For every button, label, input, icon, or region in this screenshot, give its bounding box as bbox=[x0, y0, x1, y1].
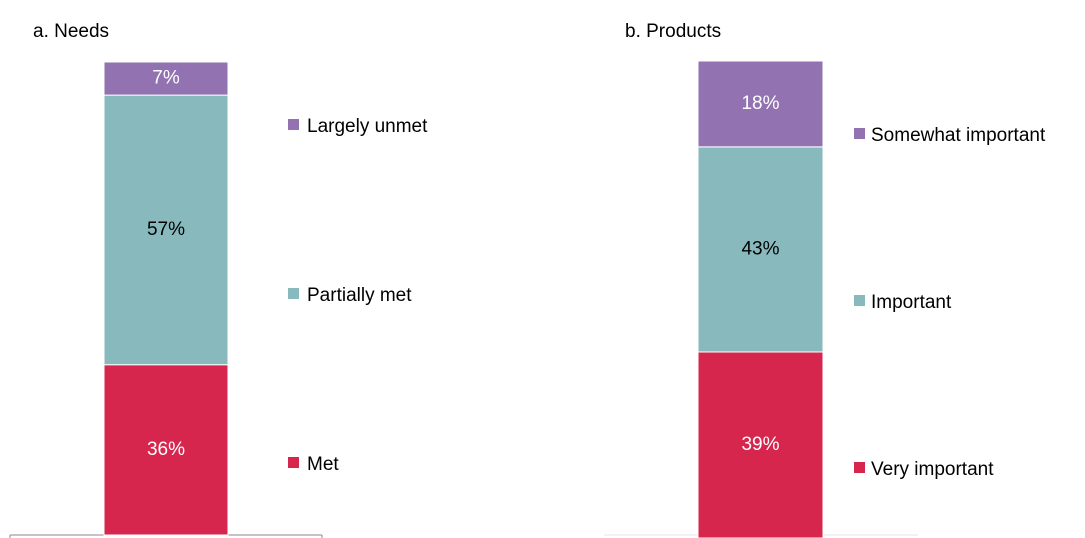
legend-swatch-important bbox=[854, 295, 865, 306]
legend-label-met: Met bbox=[307, 454, 339, 475]
bar-segment-met bbox=[103, 364, 229, 536]
data-label-largely-unmet: 7% bbox=[152, 68, 180, 89]
data-label-very-important: 39% bbox=[741, 434, 779, 455]
panel-products: b. Products 39% 43% 18% Somewhat importa… bbox=[604, 21, 1046, 538]
legend-swatch-largely-unmet bbox=[288, 119, 299, 130]
data-label-met: 36% bbox=[147, 439, 185, 460]
legend-swatch-somewhat-important bbox=[854, 128, 865, 139]
bar-segment-largely-unmet bbox=[103, 61, 229, 96]
legend-label-partially-met: Partially met bbox=[307, 285, 412, 306]
legend-swatch-partially-met bbox=[288, 288, 299, 299]
legend-label-largely-unmet: Largely unmet bbox=[307, 116, 428, 137]
legend-label-somewhat-important: Somewhat important bbox=[871, 125, 1046, 146]
data-label-important: 43% bbox=[741, 238, 779, 259]
chart-title-needs: a. Needs bbox=[33, 21, 109, 42]
bar-segment-very-important bbox=[697, 351, 824, 538]
legend-label-very-important: Very important bbox=[871, 459, 994, 480]
legend-swatch-met bbox=[288, 457, 299, 468]
legend-swatch-very-important bbox=[854, 462, 865, 473]
bar-segment-important bbox=[697, 146, 824, 353]
panel-needs: a. Needs 36% 57% 7% Largely unmet Partia… bbox=[9, 21, 428, 538]
chart-title-products: b. Products bbox=[625, 21, 721, 42]
data-label-somewhat-important: 18% bbox=[741, 93, 779, 114]
legend-label-important: Important bbox=[871, 292, 952, 313]
bar-segment-somewhat-important bbox=[697, 60, 824, 148]
data-label-partially-met: 57% bbox=[147, 219, 185, 240]
